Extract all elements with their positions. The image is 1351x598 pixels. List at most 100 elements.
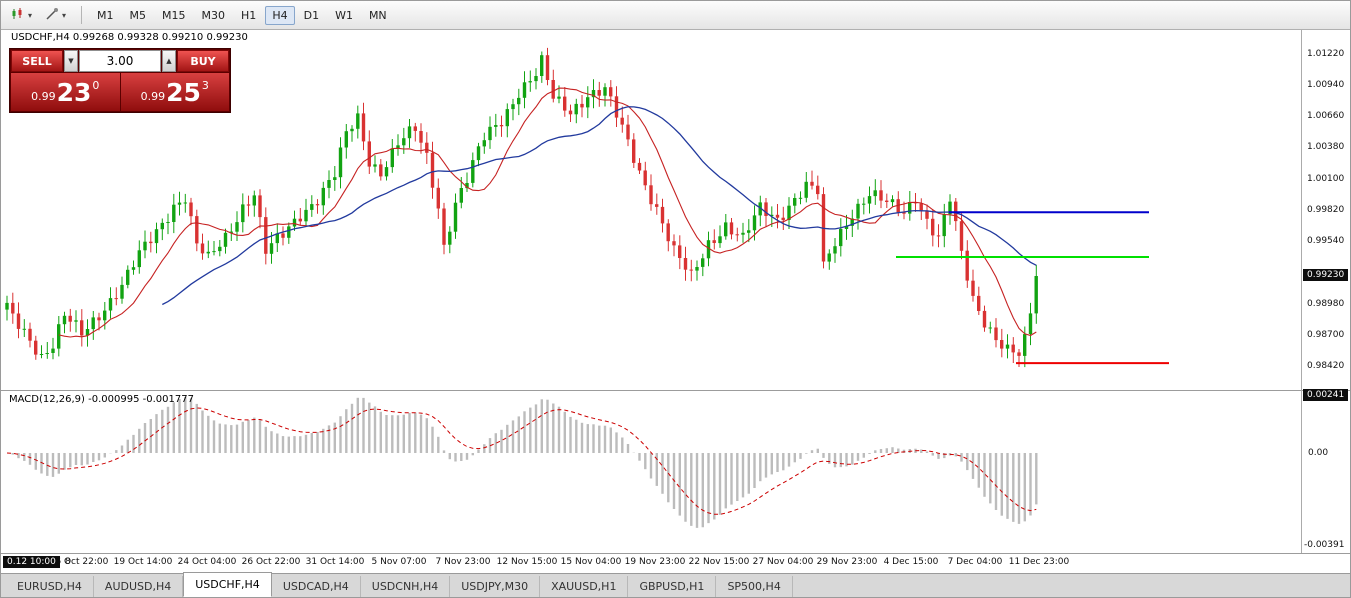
buy-button[interactable]: BUY: [177, 50, 229, 72]
candle: [718, 236, 722, 244]
timeframe-m1[interactable]: M1: [97, 8, 114, 22]
candle: [678, 245, 682, 258]
chart-tab-usdcnh[interactable]: USDCNH,H4: [361, 576, 451, 597]
candle: [22, 328, 26, 330]
candle: [522, 82, 527, 98]
candle: [775, 214, 780, 218]
timeframe-h4[interactable]: H4: [265, 5, 295, 25]
chart-tab-eurusd[interactable]: EURUSD,H4: [6, 576, 94, 597]
candle: [465, 183, 469, 189]
candle: [91, 317, 95, 330]
candle: [672, 241, 676, 246]
candle: [453, 202, 458, 232]
timeframe-m30[interactable]: M30: [201, 8, 226, 22]
candle: [816, 185, 820, 195]
candle: [982, 310, 987, 328]
candle: [850, 218, 854, 226]
candle: [310, 204, 314, 210]
candle: [902, 212, 906, 214]
chart-tab-audusd[interactable]: AUDUSD,H4: [94, 576, 184, 597]
charts-button[interactable]: ▾: [6, 3, 37, 28]
drawing-tools-button[interactable]: ▾: [40, 3, 71, 28]
candle: [34, 340, 38, 355]
candle: [747, 230, 751, 233]
candle: [879, 190, 883, 201]
candle: [379, 164, 383, 177]
candle: [402, 138, 406, 146]
chart-tab-sp500[interactable]: SP500,H4: [716, 576, 793, 597]
candle: [361, 113, 366, 142]
candle: [649, 185, 653, 205]
timeframe-m5[interactable]: M5: [129, 8, 147, 22]
candle: [442, 208, 446, 245]
chart-tab-usdjpy[interactable]: USDJPY,M30: [450, 576, 541, 597]
chart-tab-gbpusd[interactable]: GBPUSD,H1: [628, 576, 717, 597]
candle: [988, 327, 992, 329]
candle: [540, 55, 544, 76]
candle: [287, 226, 291, 238]
candle: [57, 324, 61, 349]
timeframe-mn[interactable]: MN: [368, 8, 387, 22]
sell-button[interactable]: SELL: [11, 50, 63, 72]
candle: [183, 202, 187, 204]
candle: [350, 128, 354, 132]
candle: [166, 222, 170, 223]
candle: [563, 96, 567, 111]
candle: [862, 203, 866, 205]
candle: [1000, 340, 1004, 349]
buy-price-display[interactable]: 0.99 25 3: [120, 73, 229, 111]
candle: [85, 329, 90, 336]
candle: [511, 104, 515, 110]
candle: [632, 139, 636, 163]
candle: [413, 126, 417, 131]
candle: [787, 205, 791, 220]
volume-input[interactable]: [79, 50, 161, 72]
candle: [16, 313, 21, 329]
candle: [241, 204, 245, 223]
candle: [419, 131, 423, 143]
candle: [712, 240, 716, 243]
candle: [1017, 352, 1021, 356]
candle: [367, 141, 371, 167]
candle: [5, 302, 9, 310]
candle: [844, 225, 849, 229]
candle: [505, 109, 509, 127]
volume-increase-button[interactable]: ▲: [162, 50, 176, 72]
candle: [356, 113, 360, 129]
chart-tab-usdcad[interactable]: USDCAD,H4: [272, 576, 361, 597]
candle: [281, 233, 285, 238]
candle: [114, 298, 118, 300]
volume-decrease-button[interactable]: ▼: [64, 50, 78, 72]
timeframe-m15[interactable]: M15: [162, 8, 186, 22]
candle: [758, 202, 762, 216]
candle: [246, 204, 251, 206]
sell-price-display[interactable]: 0.99 23 0: [11, 73, 120, 111]
candle: [143, 241, 147, 251]
candle: [390, 148, 394, 168]
chart-type-icon: [11, 6, 25, 25]
candle: [62, 315, 67, 325]
timeframe-d1[interactable]: D1: [303, 8, 320, 22]
candle: [545, 55, 550, 80]
timeframe-w1[interactable]: W1: [335, 8, 353, 22]
candle: [137, 250, 141, 268]
chart-tab-xauusd[interactable]: XAUUSD,H1: [540, 576, 629, 597]
candle: [597, 90, 601, 96]
chart-tab-usdchf[interactable]: USDCHF,H4: [183, 572, 272, 597]
candle: [177, 202, 182, 205]
candle: [172, 204, 176, 222]
candle: [28, 328, 32, 341]
candle: [333, 177, 337, 180]
candle: [120, 284, 124, 299]
timeframe-h1[interactable]: H1: [241, 8, 257, 22]
candle: [103, 310, 107, 321]
timeframe-group: M1 M5 M15 M30 H1 H4 D1 W1 MN: [89, 5, 395, 25]
candle: [448, 231, 452, 245]
candle: [856, 203, 860, 219]
macd-histogram: [11, 397, 1038, 528]
candle: [298, 218, 302, 222]
ma-fast-line: [58, 87, 1037, 338]
candle: [189, 202, 193, 217]
candle: [833, 246, 837, 254]
